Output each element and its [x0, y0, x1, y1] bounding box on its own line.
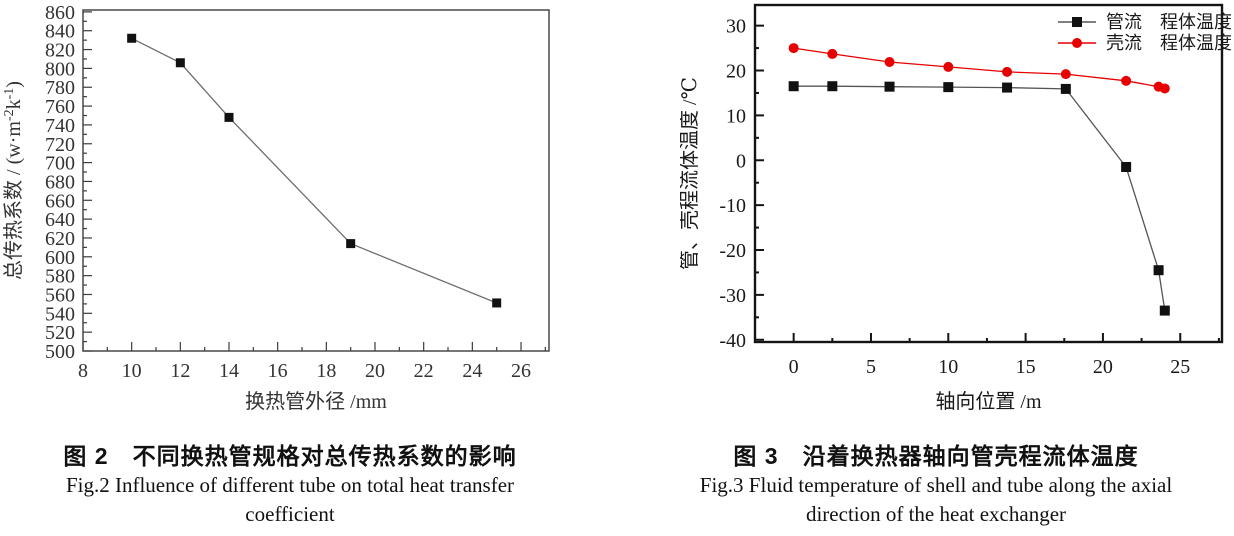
svg-text:580: 580: [45, 266, 75, 288]
svg-text:26: 26: [511, 360, 531, 382]
svg-text:30: 30: [726, 16, 746, 38]
svg-text:10: 10: [122, 360, 142, 382]
svg-text:18: 18: [316, 360, 336, 382]
svg-text:20: 20: [365, 360, 385, 382]
figure-2-caption-zh: 图 2 不同换热管规格对总传热系数的影响: [63, 443, 517, 469]
svg-text:轴向位置 /m: 轴向位置 /m: [935, 390, 1042, 413]
svg-text:16: 16: [268, 360, 288, 382]
svg-text:720: 720: [45, 134, 75, 156]
svg-text:840: 840: [45, 21, 75, 43]
chart-axial-fluid-temperature: 0 5 10 15 20 25 -40 -30 -20 -10 0 10 20 30 轴向位置 /m 管、壳程…: [680, 3, 1232, 413]
svg-text:780: 780: [45, 77, 75, 99]
figure-3-caption: 图 3 沿着换热器轴向管壳程流体温度 Fig.3 Fluid temperatu…: [680, 441, 1192, 529]
svg-text:600: 600: [45, 247, 75, 269]
svg-text:10: 10: [938, 356, 958, 378]
figure-2: 8 10 12 14 16 18 20 22 24 26 500 520 540 560 580 600 620…: [0, 0, 560, 425]
svg-text:12: 12: [170, 360, 190, 382]
svg-text:14: 14: [219, 360, 239, 382]
svg-text:640: 640: [45, 209, 75, 231]
svg-text:800: 800: [45, 58, 75, 80]
svg-text:740: 740: [45, 115, 75, 137]
svg-text:22: 22: [414, 360, 434, 382]
svg-text:760: 760: [45, 96, 75, 118]
svg-text:660: 660: [45, 190, 75, 212]
svg-text:500: 500: [45, 341, 75, 363]
svg-text:-20: -20: [719, 240, 746, 262]
svg-text:换热管外径 /mm: 换热管外径 /mm: [245, 390, 387, 413]
svg-text:15: 15: [1016, 356, 1036, 378]
svg-text:总传热系数 / (w·m-2​k-1​): 总传热系数 / (w·m-2​k-1​): [2, 81, 25, 280]
svg-text:680: 680: [45, 171, 75, 193]
svg-text:860: 860: [45, 2, 75, 24]
svg-text:20: 20: [1093, 356, 1113, 378]
svg-text:20: 20: [726, 61, 746, 83]
svg-text:540: 540: [45, 303, 75, 325]
svg-text:10: 10: [726, 105, 746, 127]
svg-text:700: 700: [45, 153, 75, 175]
svg-text:-10: -10: [719, 195, 746, 217]
svg-text:0: 0: [789, 356, 799, 378]
svg-text:管、壳程流体温度 /℃: 管、壳程流体温度 /℃: [680, 77, 701, 270]
svg-text:560: 560: [45, 284, 75, 306]
figure-2-caption-en-line1: Fig.2 Influence of different tube on tot…: [65, 473, 515, 497]
svg-text:壳流 程体温度: 壳流 程体温度: [1106, 33, 1232, 53]
figure-3-caption-zh: 图 3 沿着换热器轴向管壳程流体温度: [733, 443, 1139, 469]
figure-3-caption-en-line1: Fig.3 Fluid temperature of shell and tub…: [699, 473, 1173, 497]
svg-text:25: 25: [1170, 356, 1190, 378]
chart-heat-transfer-coefficient: 8 10 12 14 16 18 20 22 24 26 500520540560580600620…: [2, 2, 550, 413]
figure-2-caption-en-line2: coefficient: [245, 502, 335, 526]
svg-text:620: 620: [45, 228, 75, 250]
svg-text:-40: -40: [719, 330, 746, 352]
svg-text:管流 程体温度: 管流 程体温度: [1106, 12, 1232, 32]
svg-text:520: 520: [45, 322, 75, 344]
svg-text:5: 5: [866, 356, 876, 378]
figure-3: 0 5 10 15 20 25 -40 -30 -20 -10 0 10 20 30 轴向位置 /m 管、壳程…: [680, 0, 1234, 425]
figure-2-caption: 图 2 不同换热管规格对总传热系数的影响 Fig.2 Influence of …: [30, 441, 550, 529]
svg-text:820: 820: [45, 40, 75, 62]
svg-text:-30: -30: [719, 285, 746, 307]
figure-3-caption-en-line2: direction of the heat exchanger: [805, 502, 1067, 526]
svg-text:24: 24: [462, 360, 482, 382]
svg-text:0: 0: [736, 150, 746, 172]
svg-text:8: 8: [78, 360, 88, 382]
